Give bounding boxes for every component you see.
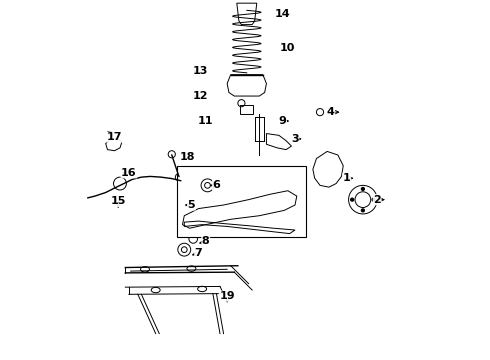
Circle shape: [351, 198, 354, 201]
Text: 5: 5: [188, 200, 195, 210]
Text: 7: 7: [195, 248, 202, 258]
Text: 19: 19: [220, 291, 235, 301]
Circle shape: [372, 198, 375, 201]
Text: 13: 13: [193, 66, 208, 76]
Text: 14: 14: [275, 9, 290, 19]
Text: 12: 12: [193, 91, 208, 101]
Text: 11: 11: [198, 116, 214, 126]
Bar: [241, 105, 253, 114]
Text: 16: 16: [121, 168, 137, 178]
Circle shape: [362, 188, 364, 190]
Text: 4: 4: [327, 107, 335, 117]
Text: 1: 1: [343, 173, 351, 183]
Text: 17: 17: [107, 132, 122, 142]
Circle shape: [362, 209, 364, 212]
Text: 3: 3: [291, 134, 299, 144]
Text: 8: 8: [202, 237, 210, 247]
Text: 15: 15: [111, 197, 126, 206]
Text: 10: 10: [280, 43, 295, 53]
Bar: [177, 166, 306, 237]
Text: 9: 9: [279, 116, 287, 126]
Text: 2: 2: [373, 195, 381, 204]
Text: 18: 18: [180, 152, 196, 162]
Text: 6: 6: [213, 180, 220, 190]
